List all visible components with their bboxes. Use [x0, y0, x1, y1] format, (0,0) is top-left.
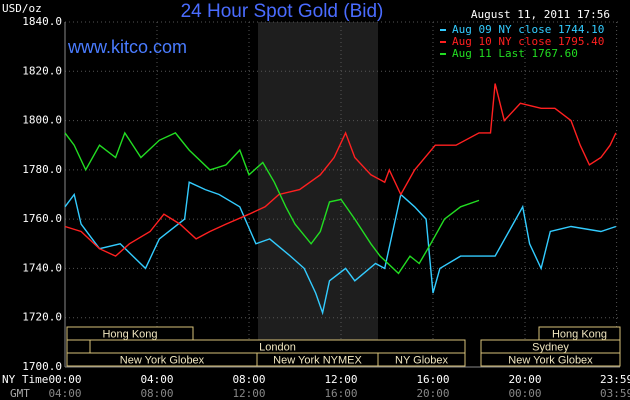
series-line — [64, 131, 480, 275]
x-tick-label: 12:00 — [324, 373, 357, 386]
x-tick-label: 20:00 — [508, 373, 541, 386]
session-label: Hong Kong — [552, 328, 607, 340]
chart-date: August 11, 2011 17:56 — [471, 8, 610, 21]
y-tick-label: 1800.0 — [22, 114, 62, 127]
y-tick-label: 1840.0 — [22, 15, 62, 28]
nymex-shade — [258, 22, 378, 367]
session-label: New York Globex — [120, 354, 205, 366]
session-box — [480, 352, 621, 367]
y-tick-label: 1700.0 — [22, 360, 62, 373]
legend-label: Aug 11 Last 1767.60 — [452, 47, 578, 60]
series-line — [64, 83, 617, 257]
y-tick-label: 1760.0 — [22, 212, 62, 225]
gmt-tick-label: 04:00 — [48, 387, 81, 400]
gmt-tick-label: 08:00 — [140, 387, 173, 400]
session-label: New York Globex — [508, 354, 593, 366]
gmt-tick-label: 12:00 — [232, 387, 265, 400]
y-tick-label: 1820.0 — [22, 64, 62, 77]
sessions: Hong Kong London New York Globex New York N… — [66, 326, 621, 367]
gmt-tick-label: 20:00 — [416, 387, 449, 400]
session-label: NY Globex — [395, 354, 448, 366]
y-tick-label: 1720.0 — [22, 311, 62, 324]
session-box — [66, 339, 91, 354]
gmt-tick-label: 16:00 — [324, 387, 357, 400]
y-tick-label: 1780.0 — [22, 163, 62, 176]
session-box — [377, 352, 466, 367]
session-label: Sydney — [532, 341, 569, 353]
x-tick-label: 08:00 — [232, 373, 265, 386]
gmt-tick-label: 00:00 — [508, 387, 541, 400]
session-label: London — [259, 341, 296, 353]
x-tick-label: 04:00 — [140, 373, 173, 386]
gmt-tick-label: 03:59 — [600, 387, 630, 400]
legend-label: Aug 09 NY close 1744.10 — [452, 23, 604, 36]
x-tick-label: 23:59 — [600, 373, 630, 386]
y-axis-label: USD/oz — [2, 2, 42, 15]
y-tick-label: 1740.0 — [22, 261, 62, 274]
chart-title: 24 Hour Spot Gold (Bid) — [181, 1, 384, 22]
x-tick-label: 16:00 — [416, 373, 449, 386]
legend-label: Aug 10 NY close 1795.40 — [452, 35, 604, 48]
session-label: Hong Kong — [102, 328, 157, 340]
x-row-label: GMT — [10, 387, 30, 400]
series-line — [64, 181, 617, 316]
x-tick-label: 00:00 — [48, 373, 81, 386]
x-row-label: NY Time — [2, 373, 48, 386]
watermark: www.kitco.com — [67, 37, 187, 57]
session-label: New York NYMEX — [273, 354, 362, 366]
